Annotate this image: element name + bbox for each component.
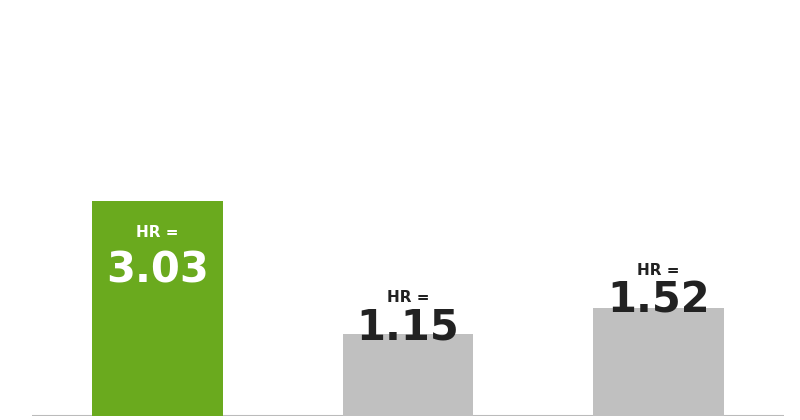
Text: 3.03: 3.03 (106, 249, 209, 291)
Bar (594, 308, 724, 416)
Text: 1.52: 1.52 (607, 280, 710, 322)
Text: HR =: HR = (136, 225, 178, 240)
Bar (92, 201, 222, 416)
Text: HR =: HR = (386, 290, 430, 305)
Text: 1.15: 1.15 (357, 306, 459, 348)
Text: rheumatoid factor and ACPA positivity:: rheumatoid factor and ACPA positivity: (203, 76, 597, 94)
Text: Risk for cardiovascular events among patients with clinical RA,: Risk for cardiovascular events among pat… (81, 29, 719, 47)
Bar (343, 334, 473, 416)
Text: HR =: HR = (638, 263, 680, 278)
